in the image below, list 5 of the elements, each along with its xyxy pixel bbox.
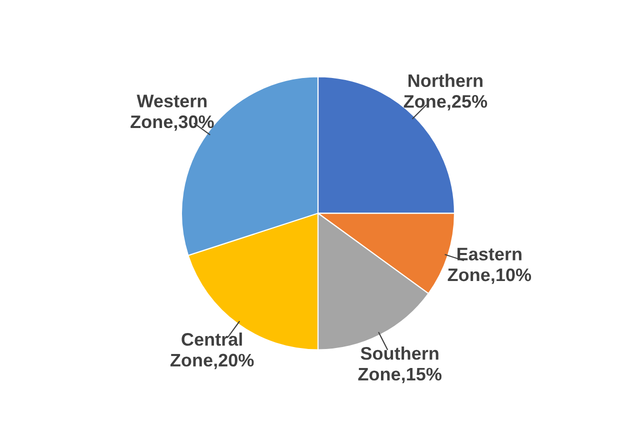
slice-label: Western Zone,30% [130,94,214,131]
slice-label: Eastern Zone,10% [448,248,532,284]
slice-label: Central Zone,20% [170,332,254,370]
slice-label: Southern Zone,15% [358,346,442,384]
slice-label: Northern Zone,25% [404,74,488,110]
